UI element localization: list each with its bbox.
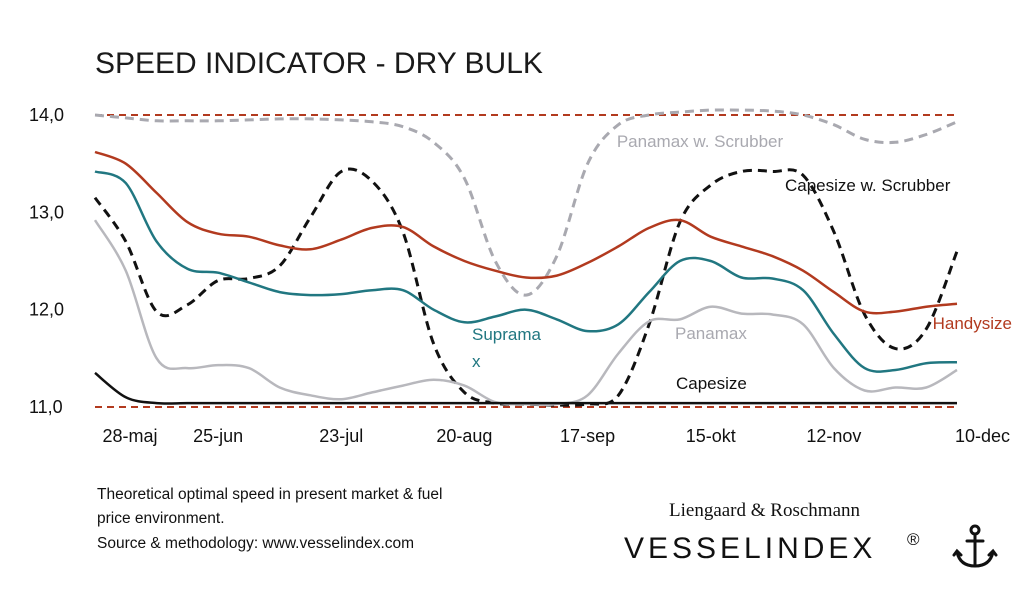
x-tick-label: 17-sep bbox=[560, 426, 615, 446]
x-tick-label: 23-jul bbox=[319, 426, 363, 446]
reference-lines bbox=[95, 114, 957, 408]
series-line-panamax bbox=[93, 219, 958, 407]
footnote-line-2: price environment. bbox=[97, 510, 225, 527]
x-tick-label: 25-jun bbox=[193, 426, 243, 446]
y-axis-ticks: 14,0 13,0 12,0 11,0 bbox=[29, 105, 64, 417]
series-label-supramax: Suprama x bbox=[472, 325, 542, 371]
series-line-panamax-scrubber bbox=[94, 108, 958, 297]
footnote-line-1: Theoretical optimal speed in present mar… bbox=[97, 486, 442, 503]
anchor-icon bbox=[952, 524, 998, 568]
x-tick-label: 20-aug bbox=[436, 426, 492, 446]
chart-title: SPEED INDICATOR - DRY BULK bbox=[95, 47, 543, 80]
y-tick-label: 12,0 bbox=[29, 300, 64, 320]
brand-name-main: VESSELINDEX bbox=[624, 532, 876, 565]
x-axis-ticks: 28-maj 25-jun 23-jul 20-aug 17-sep 15-okt 12-n… bbox=[102, 426, 1010, 446]
x-tick-label: 12-nov bbox=[806, 426, 861, 446]
x-tick-label: 10-dec bbox=[955, 426, 1010, 446]
series-lines bbox=[93, 108, 959, 407]
x-tick-label: 15-okt bbox=[686, 426, 736, 446]
series-line-handysize bbox=[94, 150, 958, 315]
series-labels: Panamax w. Scrubber Capesize w. Scrubber H… bbox=[472, 132, 1012, 393]
footnote-source: Source & methodology: www.vesselindex.co… bbox=[97, 535, 414, 552]
series-label-handysize: Handysize bbox=[933, 314, 1012, 333]
series-label-capesize: Capesize bbox=[676, 374, 747, 393]
series-line-capesize bbox=[94, 371, 957, 405]
brand-name-top: Liengaard & Roschmann bbox=[669, 500, 861, 521]
brand-registered-mark: ® bbox=[907, 530, 920, 549]
series-line-supramax bbox=[94, 170, 958, 373]
y-tick-label: 14,0 bbox=[29, 105, 64, 125]
series-label-panamax-scrubber: Panamax w. Scrubber bbox=[617, 132, 784, 151]
series-label-panamax: Panamax bbox=[675, 324, 747, 343]
series-label-capesize-scrubber: Capesize w. Scrubber bbox=[785, 176, 951, 195]
y-tick-label: 11,0 bbox=[29, 397, 63, 417]
x-tick-label: 28-maj bbox=[102, 426, 157, 446]
y-tick-label: 13,0 bbox=[29, 202, 64, 222]
